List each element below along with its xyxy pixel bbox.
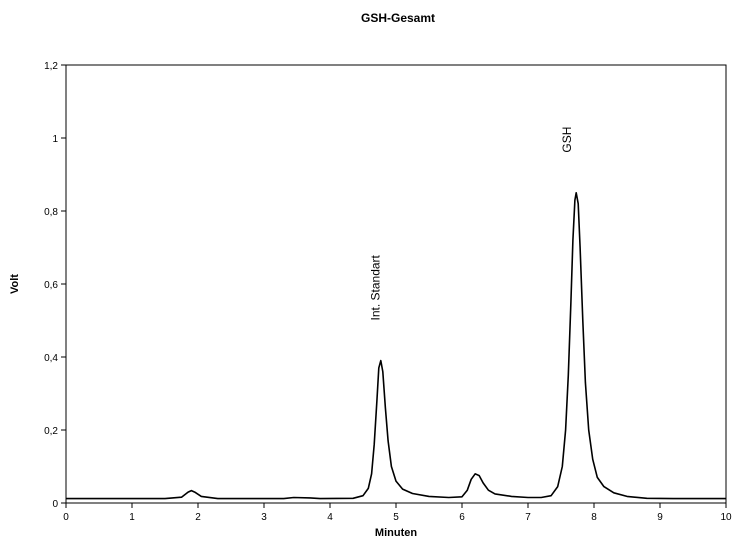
y-tick-label-2: 0,4 (44, 353, 58, 364)
plot-area-frame (65, 64, 727, 504)
x-tick-label-10: 10 (720, 512, 732, 523)
x-tick-label-6: 6 (459, 512, 465, 523)
peak-annotations: Int. Standart GSH (369, 127, 574, 321)
y-tick-label-5: 1 (52, 134, 58, 145)
x-tick-label-8: 8 (591, 512, 597, 523)
y-tick-label-0: 0 (52, 499, 58, 510)
x-tick-label-5: 5 (393, 512, 399, 523)
x-tick-label-2: 2 (195, 512, 201, 523)
y-axis-label: Volt (9, 274, 21, 294)
x-tick-label-3: 3 (261, 512, 267, 523)
y-tick-label-3: 0,6 (44, 280, 58, 291)
x-tick-label-7: 7 (525, 512, 531, 523)
peak-annotation-1: GSH (560, 127, 574, 153)
x-axis-label: Minuten (375, 527, 417, 539)
x-tick-label-4: 4 (327, 512, 333, 523)
series-line-0 (66, 192, 726, 500)
x-tick-label-9: 9 (657, 512, 663, 523)
y-tick-label-6: 1,2 (44, 61, 58, 72)
x-tick-label-1: 1 (129, 512, 135, 523)
y-tick-label-1: 0,2 (44, 426, 58, 437)
x-tick-label-0: 0 (63, 512, 69, 523)
chart-title: GSH-Gesamt (361, 11, 435, 25)
y-tick-label-4: 0,8 (44, 207, 58, 218)
y-axis-ticks: 0 0,2 0,4 0,6 0,8 1 1,2 (44, 61, 66, 510)
series-group (66, 192, 726, 500)
x-axis-ticks: 0 1 2 3 4 5 6 7 8 9 10 (63, 503, 732, 523)
peak-annotation-0: Int. Standart (369, 254, 383, 320)
